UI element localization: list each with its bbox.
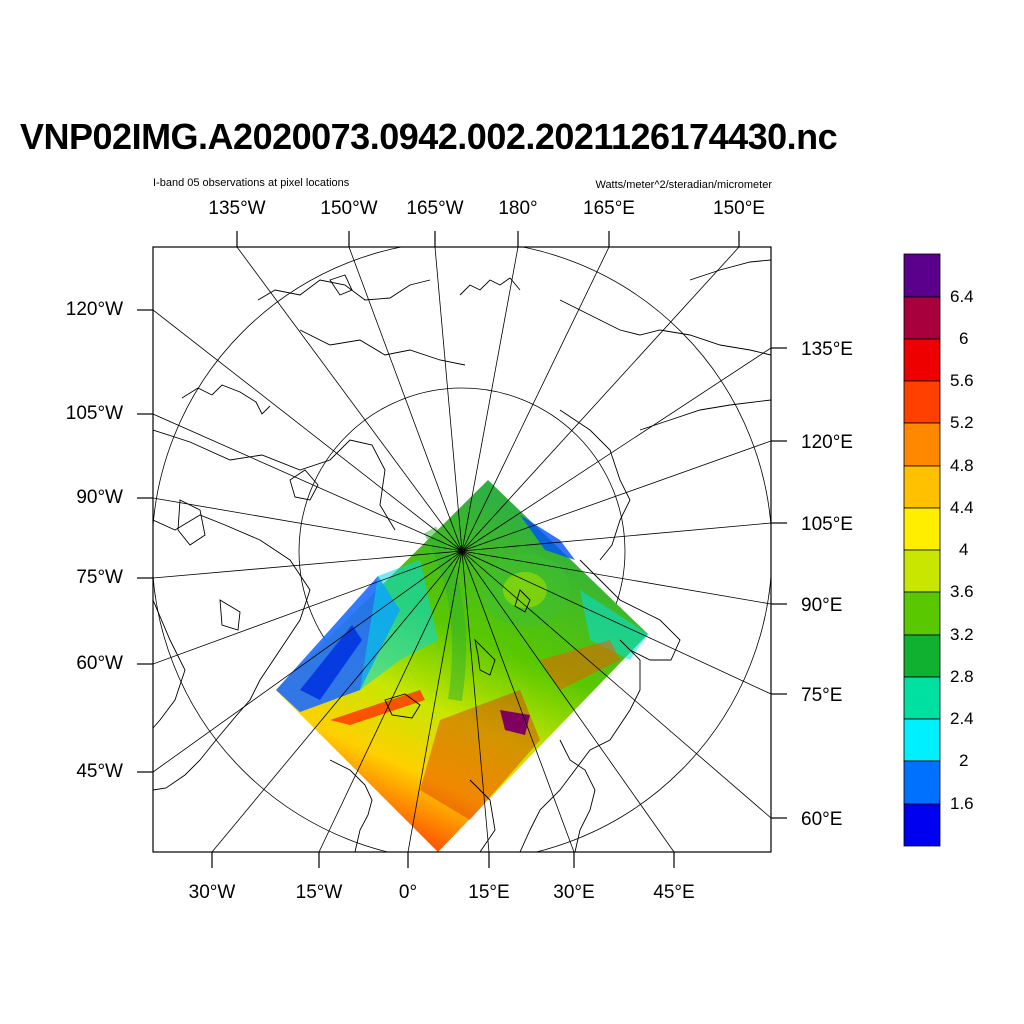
bottom-label-15e: 15°E xyxy=(468,882,510,903)
bottom-label-30e: 30°E xyxy=(553,882,595,903)
colorbar-label: 6 xyxy=(959,329,969,348)
colorbar-label: 5.2 xyxy=(950,413,974,432)
bottom-label-30w: 30°W xyxy=(188,882,236,903)
coastlines xyxy=(153,259,771,852)
subtitle-left: I-band 05 observations at pixel location… xyxy=(153,177,350,189)
bottom-label-0: 0° xyxy=(398,882,418,903)
meridians xyxy=(153,247,771,852)
colorbar-label: 5.6 xyxy=(950,371,974,390)
bottom-label-45e: 45°E xyxy=(653,882,695,903)
colorbar-label: 2.4 xyxy=(950,709,974,728)
colorbar-label: 2.8 xyxy=(950,667,974,686)
left-label-60w: 60°W xyxy=(76,653,123,674)
right-label-135e: 135°E xyxy=(801,339,853,360)
map-frame xyxy=(152,246,772,853)
right-label-75e: 75°E xyxy=(801,685,843,706)
top-label-165e: 165°E xyxy=(583,198,635,219)
left-label-120w: 120°W xyxy=(65,299,123,320)
data-swath xyxy=(276,480,648,852)
colorbar-label: 4 xyxy=(959,540,969,559)
top-label-150e: 150°E xyxy=(713,198,765,219)
chart-title: VNP02IMG.A2020073.0942.002.2021126174430… xyxy=(20,116,838,157)
colorbar-label: 3.2 xyxy=(950,625,974,644)
colorbar-label: 4.8 xyxy=(950,456,974,475)
right-label-105e: 105°E xyxy=(801,514,853,535)
right-label-90e: 90°E xyxy=(801,595,843,616)
right-label-60e: 60°E xyxy=(801,809,843,830)
colorbar-label: 3.6 xyxy=(950,582,974,601)
tick-marks xyxy=(137,231,787,868)
top-label-180: 180° xyxy=(498,198,538,219)
colorbar-label: 4.4 xyxy=(950,498,974,517)
colorbar xyxy=(903,253,941,847)
top-label-150w: 150°W xyxy=(320,198,378,219)
right-label-120e: 120°E xyxy=(801,432,853,453)
left-label-75w: 75°W xyxy=(76,567,123,588)
map-area xyxy=(153,247,771,852)
left-label-45w: 45°W xyxy=(76,761,123,782)
colorbar-label: 1.6 xyxy=(950,794,974,813)
units-label: Watts/meter^2/steradian/micrometer xyxy=(595,179,772,191)
left-label-105w: 105°W xyxy=(65,403,123,424)
left-label-90w: 90°W xyxy=(76,487,123,508)
colorbar-label: 2 xyxy=(959,751,969,770)
top-label-135w: 135°W xyxy=(208,198,266,219)
top-label-165w: 165°W xyxy=(406,198,464,219)
bottom-label-15w: 15°W xyxy=(295,882,343,903)
colorbar-label: 6.4 xyxy=(950,287,974,306)
